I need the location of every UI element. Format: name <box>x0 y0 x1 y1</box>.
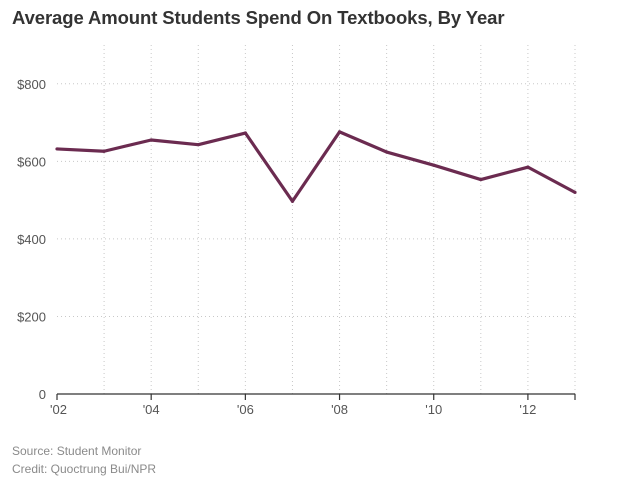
data-point <box>432 163 436 167</box>
y-tick-label: $200 <box>17 309 46 324</box>
series-line <box>56 130 576 203</box>
chart-title: Average Amount Students Spend On Textboo… <box>12 7 505 28</box>
series-group <box>55 130 577 203</box>
x-tick-label: '04 <box>143 402 160 417</box>
x-tick-label: '02 <box>50 402 67 417</box>
x-axis-labels: '02 '04 '06 '08 '10 '12 <box>50 402 536 417</box>
y-grid <box>57 83 575 317</box>
x-tick-label: '08 <box>331 402 348 417</box>
y-tick-label: $600 <box>17 154 46 169</box>
x-grid <box>103 45 576 394</box>
source-note: Source: Student Monitor <box>12 444 142 458</box>
data-point <box>196 143 200 147</box>
x-tick-label: '10 <box>425 402 442 417</box>
y-axis-labels: 0 $200 $400 $600 $800 <box>17 77 46 402</box>
data-point <box>479 177 483 182</box>
data-point <box>243 131 247 135</box>
credit-note: Credit: Quoctrung Bui/NPR <box>12 462 157 476</box>
data-point <box>55 147 59 151</box>
data-point <box>102 149 106 153</box>
data-point <box>149 138 153 142</box>
y-tick-label: $400 <box>17 232 46 247</box>
data-point <box>526 165 530 169</box>
data-point <box>385 150 389 154</box>
data-point <box>337 130 342 134</box>
data-point <box>573 190 577 194</box>
x-axis <box>56 393 576 400</box>
data-point <box>290 199 295 203</box>
y-tick-label: 0 <box>39 387 46 402</box>
x-tick-label: '12 <box>519 402 536 417</box>
y-tick-label: $800 <box>17 77 46 92</box>
x-tick-label: '06 <box>237 402 254 417</box>
